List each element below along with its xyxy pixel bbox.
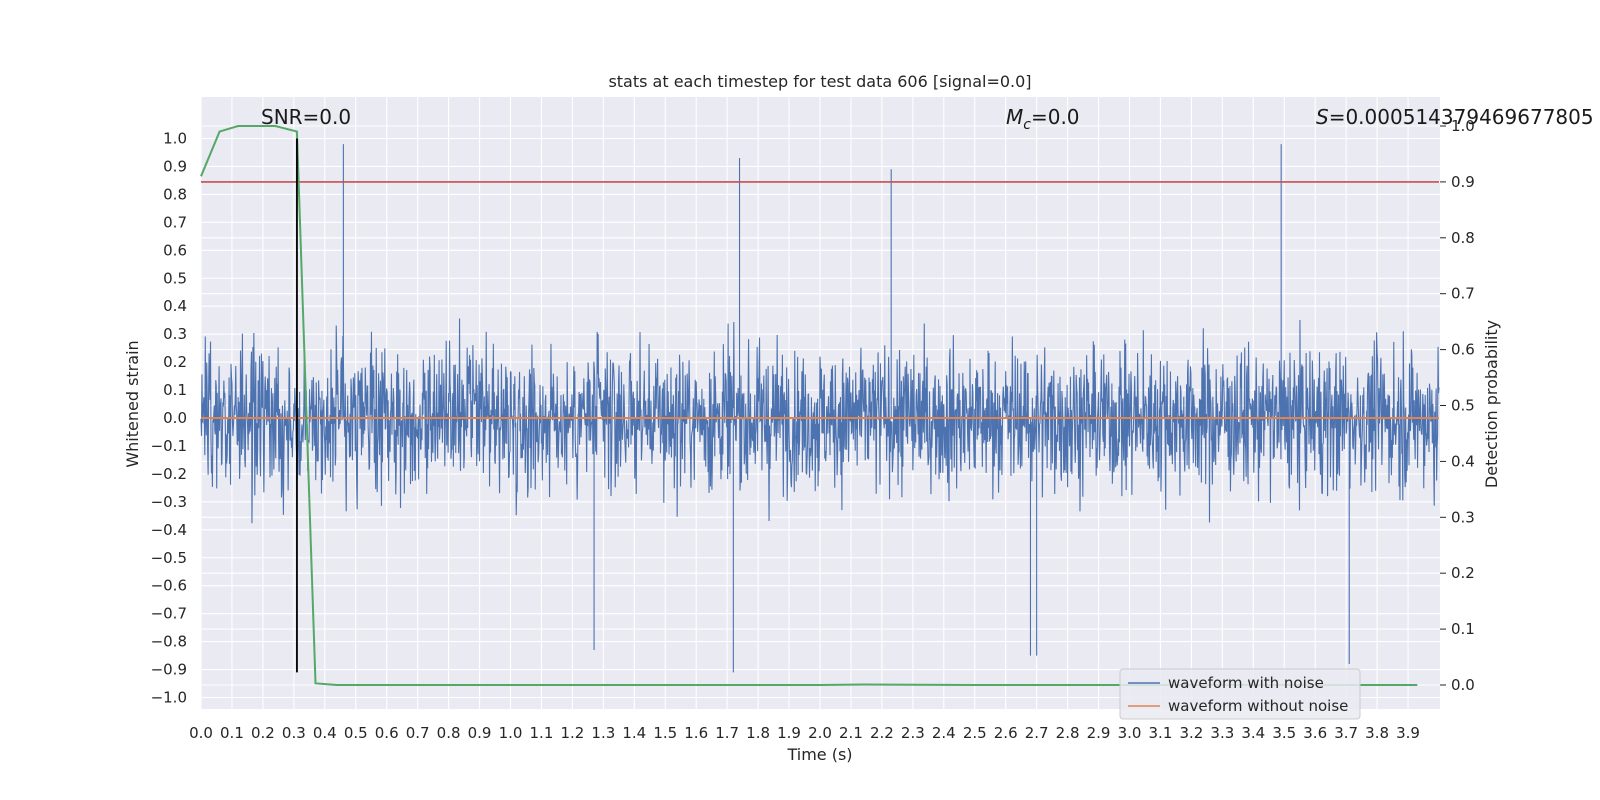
y-tick-label: −0.9 bbox=[151, 661, 187, 679]
y-tick-label: −0.5 bbox=[151, 549, 187, 567]
x-tick-label: 2.1 bbox=[839, 724, 863, 742]
y-tick-label: 0.5 bbox=[163, 269, 187, 287]
x-tick-label: 0.3 bbox=[282, 724, 306, 742]
x-tick-label: 0.2 bbox=[251, 724, 275, 742]
x-tick-label: 1.0 bbox=[499, 724, 523, 742]
y2-tick-label: 0.7 bbox=[1451, 285, 1475, 303]
series-detection-probability bbox=[200, 125, 1418, 686]
y-tick-label: 0.0 bbox=[163, 409, 187, 427]
x-tick-label: 2.6 bbox=[994, 724, 1018, 742]
y-tick-label: 0.4 bbox=[163, 297, 187, 315]
x-tick-label: 0.6 bbox=[375, 724, 399, 742]
y-tick-label: 0.8 bbox=[163, 185, 187, 203]
x-tick-label: 3.4 bbox=[1241, 724, 1265, 742]
s-annotation: S=0.0005143794696778​05 bbox=[1316, 105, 1594, 129]
x-tick-label: 2.0 bbox=[808, 724, 832, 742]
y-tick-label: −0.6 bbox=[151, 577, 187, 595]
y-tick-label: −0.1 bbox=[151, 437, 187, 455]
y-tick-label: −0.8 bbox=[151, 633, 187, 651]
y-tick-label: 0.6 bbox=[163, 241, 187, 259]
x-tick-label: 3.7 bbox=[1334, 724, 1358, 742]
mc-annotation: Mc=0.0 bbox=[1006, 105, 1080, 133]
x-tick-label: 0.1 bbox=[220, 724, 244, 742]
x-axis-label: Time (s) bbox=[786, 745, 852, 764]
s-symbol: S bbox=[1316, 105, 1329, 129]
x-tick-label: 1.8 bbox=[746, 724, 770, 742]
x-tick-label: 2.5 bbox=[963, 724, 987, 742]
x-tick-label: 0.7 bbox=[406, 724, 430, 742]
mc-symbol: M bbox=[1006, 105, 1023, 129]
x-tick-label: 1.3 bbox=[591, 724, 615, 742]
snr-annotation: SNR=0.0 bbox=[261, 105, 351, 129]
x-tick-label: 0.8 bbox=[437, 724, 461, 742]
x-tick-label: 2.9 bbox=[1087, 724, 1111, 742]
legend-label-clean: waveform without noise bbox=[1168, 697, 1348, 715]
x-tick-label: 2.2 bbox=[870, 724, 894, 742]
s-value: =0.0005143794696778​05 bbox=[1329, 105, 1594, 129]
x-tick-label: 1.1 bbox=[530, 724, 554, 742]
x-tick-label: 3.0 bbox=[1118, 724, 1142, 742]
y2-tick-label: 1.0 bbox=[1451, 117, 1475, 135]
x-tick-label: 3.3 bbox=[1210, 724, 1234, 742]
legend-label-noise: waveform with noise bbox=[1168, 674, 1324, 692]
x-tick-label: 1.2 bbox=[560, 724, 584, 742]
x-tick-label: 1.5 bbox=[653, 724, 677, 742]
mc-subscript: c bbox=[1023, 117, 1031, 133]
x-tick-label: 1.7 bbox=[715, 724, 739, 742]
y2-tick-label: 0.0 bbox=[1451, 676, 1475, 694]
x-tick-label: 1.9 bbox=[777, 724, 801, 742]
x-tick-label: 3.1 bbox=[1149, 724, 1173, 742]
x-tick-label: 0.9 bbox=[468, 724, 492, 742]
legend-box bbox=[1119, 668, 1361, 720]
y-tick-label: −0.7 bbox=[151, 605, 187, 623]
y-tick-label: 0.3 bbox=[163, 325, 187, 343]
x-tick-label: 2.3 bbox=[901, 724, 925, 742]
y-axis-label: Whitened strain bbox=[123, 340, 142, 467]
y-tick-label: 0.9 bbox=[163, 157, 187, 175]
series-waveform-with-noise bbox=[200, 144, 1440, 673]
y-tick-label: −0.2 bbox=[151, 465, 187, 483]
x-tick-label: 0.0 bbox=[189, 724, 213, 742]
y2-tick-label: 0.8 bbox=[1451, 229, 1475, 247]
y-tick-label: −0.3 bbox=[151, 493, 187, 511]
x-tick-label: 3.5 bbox=[1272, 724, 1296, 742]
y2-tick-label: 0.9 bbox=[1451, 173, 1475, 191]
x-tick-label: 3.8 bbox=[1365, 724, 1389, 742]
y-tick-label: 1.0 bbox=[163, 130, 187, 148]
y2-axis-label: Detection probability bbox=[1482, 320, 1501, 488]
y2-tick-label: 0.4 bbox=[1451, 452, 1475, 470]
y-tick-label: −1.0 bbox=[151, 689, 187, 707]
x-tick-label: 1.4 bbox=[622, 724, 646, 742]
x-tick-label: 1.6 bbox=[684, 724, 708, 742]
x-tick-label: 2.8 bbox=[1056, 724, 1080, 742]
x-tick-label: 3.9 bbox=[1396, 724, 1420, 742]
x-tick-label: 0.5 bbox=[344, 724, 368, 742]
x-tick-label: 2.4 bbox=[932, 724, 956, 742]
mc-value: =0.0 bbox=[1031, 105, 1080, 129]
y2-tick-label: 0.6 bbox=[1451, 341, 1475, 359]
y2-tick-label: 0.2 bbox=[1451, 564, 1475, 582]
x-tick-label: 3.6 bbox=[1303, 724, 1327, 742]
series-layer bbox=[200, 125, 1440, 686]
y2-tick-label: 0.5 bbox=[1451, 397, 1475, 415]
y2-tick-label: 0.1 bbox=[1451, 620, 1475, 638]
y-tick-label: 0.7 bbox=[163, 213, 187, 231]
x-tick-label: 0.4 bbox=[313, 724, 337, 742]
x-tick-label: 3.2 bbox=[1179, 724, 1203, 742]
chart-title: stats at each timestep for test data 606… bbox=[608, 72, 1031, 91]
y2-tick-label: 0.3 bbox=[1451, 508, 1475, 526]
y-tick-label: 0.2 bbox=[163, 353, 187, 371]
y-tick-label: 0.1 bbox=[163, 381, 187, 399]
y-tick-label: −0.4 bbox=[151, 521, 187, 539]
x-tick-label: 2.7 bbox=[1025, 724, 1049, 742]
legend: waveform with noise waveform without noi… bbox=[1119, 668, 1361, 720]
axis-ticks: 0.0 0.1 0.2 0.3 0.4 0.5 0.6 0.7 0.8 0.9 1.0 1.1 1.2 1… bbox=[151, 117, 1475, 742]
